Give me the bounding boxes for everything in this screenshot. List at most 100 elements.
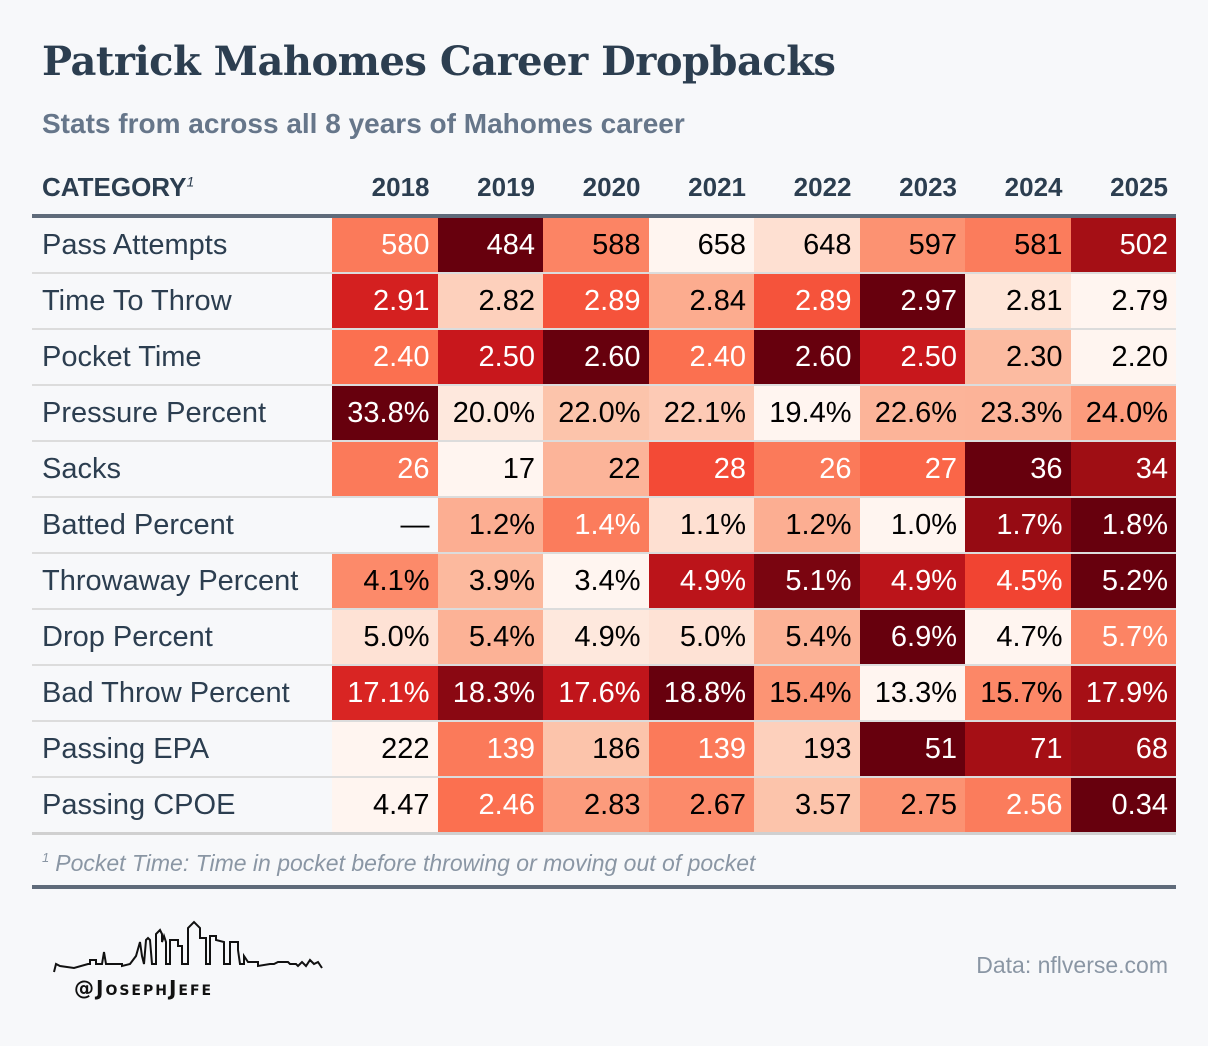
- heatmap-cell: 27: [859, 441, 965, 498]
- heatmap-cell: 2.50: [859, 329, 965, 386]
- heatmap-cell: 2.60: [543, 329, 649, 386]
- heatmap-cell: 1.0%: [859, 497, 965, 554]
- row-label: Passing CPOE: [32, 777, 332, 835]
- heatmap-cell: 502: [1070, 216, 1176, 274]
- row-label: Pressure Percent: [32, 385, 332, 442]
- year-header: 2024: [965, 160, 1071, 218]
- logo-handle: @JosephJefe: [74, 976, 214, 1000]
- heatmap-cell: 4.9%: [543, 609, 649, 666]
- heatmap-cell: 3.57: [754, 777, 860, 835]
- heatmap-cell: 581: [965, 216, 1071, 274]
- heatmap-cell: 26: [332, 441, 438, 498]
- heatmap-cell: 2.40: [648, 329, 754, 386]
- heatmap-cell: 4.47: [332, 777, 438, 835]
- heatmap-cell: 23.3%: [965, 385, 1071, 442]
- heatmap-cell: 18.3%: [437, 665, 543, 722]
- footnote-text: Pocket Time: Time in pocket before throw…: [55, 850, 756, 876]
- heatmap-cell: 28: [648, 441, 754, 498]
- heatmap-cell: 22.1%: [648, 385, 754, 442]
- heatmap-cell: 2.75: [859, 777, 965, 835]
- heatmap-cell: 2.97: [859, 273, 965, 330]
- heatmap-cell: 139: [648, 721, 754, 778]
- year-header: 2025: [1070, 160, 1176, 218]
- footnote-marker: 1: [186, 172, 195, 189]
- heatmap-cell: 1.4%: [543, 497, 649, 554]
- row-label: Sacks: [32, 441, 332, 498]
- chart-subtitle: Stats from across all 8 years of Mahomes…: [42, 108, 685, 139]
- heatmap-cell: 33.8%: [332, 385, 438, 442]
- heatmap-cell: 2.79: [1070, 273, 1176, 330]
- header-row: CATEGORY1 2018 2019 2020 2021 2022 2023 2024 20…: [32, 160, 1176, 218]
- heatmap-cell: 2.82: [437, 273, 543, 330]
- row-label: Passing EPA: [32, 721, 332, 778]
- row-label: Batted Percent: [32, 497, 332, 554]
- heatmap-cell: 139: [437, 721, 543, 778]
- row-label: Bad Throw Percent: [32, 665, 332, 722]
- stats-heatmap-table: CATEGORY1 2018 2019 2020 2021 2022 2023 2024 20…: [32, 160, 1176, 835]
- footnote-number: 1: [42, 850, 50, 866]
- footer-divider: [32, 885, 1176, 889]
- heatmap-cell: 597: [859, 216, 965, 274]
- heatmap-cell: 2.40: [332, 329, 438, 386]
- heatmap-cell: 15.7%: [965, 665, 1071, 722]
- heatmap-cell: 588: [543, 216, 649, 274]
- heatmap-cell: 648: [754, 216, 860, 274]
- heatmap-cell: 2.83: [543, 777, 649, 835]
- heatmap-cell: 1.1%: [648, 497, 754, 554]
- heatmap-cell: 17.1%: [332, 665, 438, 722]
- heatmap-cell: 4.7%: [965, 609, 1071, 666]
- heatmap-cell: 26: [754, 441, 860, 498]
- heatmap-cell: 3.4%: [543, 553, 649, 610]
- year-header: 2020: [543, 160, 649, 218]
- heatmap-cell: 2.91: [332, 273, 438, 330]
- heatmap-cell: 36: [965, 441, 1071, 498]
- heatmap-cell: 71: [965, 721, 1071, 778]
- table-row: Passing CPOE 4.47 2.46 2.83 2.67 3.57 2.75 2.56…: [32, 777, 1176, 835]
- heatmap-cell: 2.56: [965, 777, 1071, 835]
- heatmap-cell: 2.84: [648, 273, 754, 330]
- heatmap-cell: 13.3%: [859, 665, 965, 722]
- heatmap-cell: 1.2%: [437, 497, 543, 554]
- year-header: 2021: [648, 160, 754, 218]
- row-label: Pocket Time: [32, 329, 332, 386]
- table-row: Throwaway Percent 4.1% 3.9% 3.4% 4.9% 5.1% 4.9…: [32, 553, 1176, 610]
- heatmap-cell: 2.89: [754, 273, 860, 330]
- heatmap-cell: 5.0%: [332, 609, 438, 666]
- data-source: Data: nflverse.com: [976, 952, 1168, 978]
- heatmap-cell: 186: [543, 721, 649, 778]
- table-body: Pass Attempts 580 484 588 658 648 597 581 502 Tim…: [32, 216, 1176, 835]
- row-label: Pass Attempts: [32, 216, 332, 274]
- heatmap-cell: 51: [859, 721, 965, 778]
- heatmap-cell: 658: [648, 216, 754, 274]
- heatmap-cell: 2.30: [965, 329, 1071, 386]
- table-row: Bad Throw Percent 17.1% 18.3% 17.6% 18.8% 15.…: [32, 665, 1176, 722]
- heatmap-cell: 4.9%: [859, 553, 965, 610]
- heatmap-cell: 4.1%: [332, 553, 438, 610]
- heatmap-cell: 2.46: [437, 777, 543, 835]
- heatmap-cell: 20.0%: [437, 385, 543, 442]
- category-header: CATEGORY1: [32, 160, 332, 218]
- row-label: Throwaway Percent: [32, 553, 332, 610]
- heatmap-cell: 5.7%: [1070, 609, 1176, 666]
- category-header-label: CATEGORY: [42, 171, 187, 202]
- heatmap-cell: 15.4%: [754, 665, 860, 722]
- heatmap-cell: 22.0%: [543, 385, 649, 442]
- heatmap-cell: 2.60: [754, 329, 860, 386]
- heatmap-cell: 1.7%: [965, 497, 1071, 554]
- year-header: 2022: [754, 160, 860, 218]
- heatmap-cell: 68: [1070, 721, 1176, 778]
- chart-title: Patrick Mahomes Career Dropbacks: [42, 38, 836, 85]
- table-row: Sacks 26 17 22 28 26 27 36 34: [32, 441, 1176, 498]
- heatmap-cell: 2.89: [543, 273, 649, 330]
- heatmap-cell: 18.8%: [648, 665, 754, 722]
- heatmap-cell: 2.67: [648, 777, 754, 835]
- footnote: 1 Pocket Time: Time in pocket before thro…: [42, 850, 755, 877]
- table-row: Drop Percent 5.0% 5.4% 4.9% 5.0% 5.4% 6.9% 4.7%…: [32, 609, 1176, 666]
- table-row: Batted Percent —1.2% 1.4% 1.1% 1.2% 1.0% 1.7% 1…: [32, 497, 1176, 554]
- heatmap-cell: 484: [437, 216, 543, 274]
- heatmap-cell: 3.9%: [437, 553, 543, 610]
- table-row: Time To Throw 2.91 2.82 2.89 2.84 2.89 2.97 2.8…: [32, 273, 1176, 330]
- heatmap-cell: 5.4%: [437, 609, 543, 666]
- year-header: 2023: [859, 160, 965, 218]
- heatmap-cell: 2.81: [965, 273, 1071, 330]
